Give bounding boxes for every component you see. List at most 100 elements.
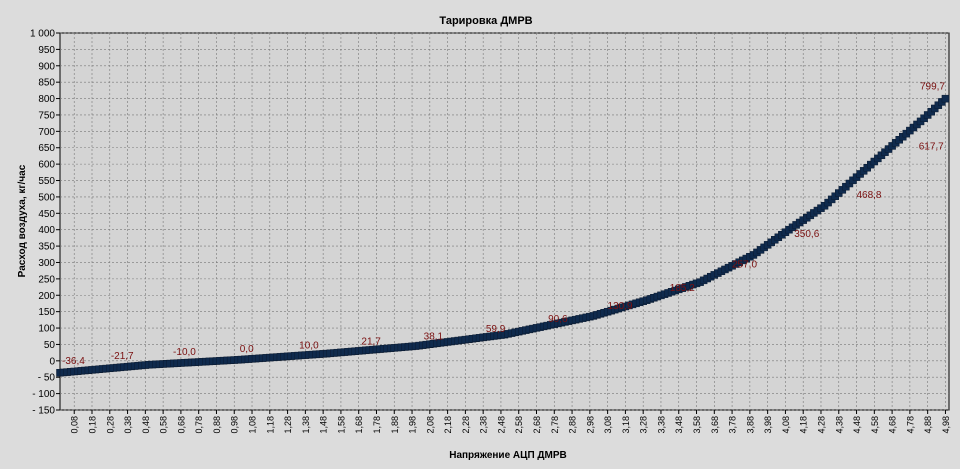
x-tick-label: 1,78 bbox=[372, 416, 382, 434]
y-tick-label: 1 000 bbox=[30, 29, 55, 40]
y-tick-label: 750 bbox=[38, 110, 55, 121]
x-tick-label: 0,58 bbox=[159, 416, 169, 434]
x-tick-label: 2,48 bbox=[496, 416, 506, 434]
x-tick-label: 0,48 bbox=[141, 416, 151, 434]
y-tick-label: 450 bbox=[38, 209, 55, 220]
x-tick-label: 2,18 bbox=[443, 416, 453, 434]
data-label: 90,6 bbox=[548, 314, 568, 325]
x-tick-label: 2,58 bbox=[514, 416, 524, 434]
y-tick-label: - 100 bbox=[32, 389, 55, 400]
y-tick-label: 250 bbox=[38, 274, 55, 285]
y-tick-label: 400 bbox=[38, 225, 55, 236]
data-point bbox=[941, 94, 950, 103]
x-tick-label: 2,88 bbox=[568, 416, 578, 434]
y-tick-label: 500 bbox=[38, 192, 55, 203]
x-tick-label: 0,98 bbox=[230, 416, 240, 434]
x-tick-label: 4,78 bbox=[905, 416, 915, 434]
x-tick-label: 3,58 bbox=[692, 416, 702, 434]
x-tick-label: 2,68 bbox=[532, 416, 542, 434]
x-tick-label: 0,28 bbox=[105, 416, 115, 434]
x-tick-label: 0,18 bbox=[88, 416, 98, 434]
data-label: 350,6 bbox=[794, 229, 819, 240]
data-label: -21,7 bbox=[111, 351, 134, 362]
x-tick-label: 2,78 bbox=[550, 416, 560, 434]
y-tick-label: 350 bbox=[38, 242, 55, 253]
chart-title: Тарировка ДМРВ bbox=[439, 15, 532, 27]
y-tick-label: 550 bbox=[38, 176, 55, 187]
x-tick-label: 0,68 bbox=[176, 416, 186, 434]
data-labels: -36,4 -21,7 -10,0 0,0 10,0 21,7 38,1 59,9 90,6 13… bbox=[62, 82, 945, 367]
data-label: -36,4 bbox=[62, 356, 85, 367]
data-label: 185,2 bbox=[670, 283, 695, 294]
y-tick-label: 950 bbox=[38, 45, 55, 56]
x-tick-label: 2,38 bbox=[479, 416, 489, 434]
x-axis-title: Напряжение АЦП ДМРВ bbox=[449, 450, 567, 461]
x-tick-label: 1,38 bbox=[301, 416, 311, 434]
data-label: 0,0 bbox=[240, 344, 254, 355]
x-tick-label: 0,78 bbox=[194, 416, 204, 434]
x-tick-label: 3,08 bbox=[603, 416, 613, 434]
x-tick-label: 3,68 bbox=[710, 416, 720, 434]
x-tick-label: 4,88 bbox=[923, 416, 933, 434]
x-tick-label: 0,08 bbox=[70, 416, 80, 434]
x-tick-label: 3,28 bbox=[639, 416, 649, 434]
data-label: 468,8 bbox=[856, 190, 881, 201]
x-tick-label: 1,88 bbox=[390, 416, 400, 434]
grid bbox=[60, 32, 949, 411]
data-label: 130,9 bbox=[608, 301, 633, 312]
y-axis-title: Расход воздуха, кг/час bbox=[17, 164, 28, 277]
y-tick-label: 50 bbox=[44, 340, 56, 351]
x-tick-label: 3,98 bbox=[763, 416, 773, 434]
x-tick-label: 4,28 bbox=[816, 416, 826, 434]
data-label: 21,7 bbox=[361, 337, 381, 348]
x-tick-label: 0,38 bbox=[123, 416, 133, 434]
data-label: -10,0 bbox=[173, 347, 196, 358]
x-tick-label: 3,48 bbox=[674, 416, 684, 434]
y-tick-label: 0 bbox=[49, 356, 55, 367]
y-tick-label: - 50 bbox=[38, 373, 56, 384]
y-tick-label: 100 bbox=[38, 324, 55, 335]
x-tick-label: 4,38 bbox=[834, 416, 844, 434]
x-tick-label: 4,58 bbox=[870, 416, 880, 434]
data-label: 617,7 bbox=[919, 141, 944, 152]
x-tick-label: 2,98 bbox=[585, 416, 595, 434]
x-tick-label: 4,48 bbox=[852, 416, 862, 434]
y-tick-label: 850 bbox=[38, 78, 55, 89]
x-tick-label: 1,48 bbox=[319, 416, 329, 434]
x-tick-label: 4,68 bbox=[888, 416, 898, 434]
y-tick-label: 600 bbox=[38, 160, 55, 171]
y-tick-label: 900 bbox=[38, 61, 55, 72]
x-tick-label: 3,88 bbox=[745, 416, 755, 434]
x-tick-label: 2,08 bbox=[425, 416, 435, 434]
x-tick-label: 0,88 bbox=[212, 416, 222, 434]
y-tick-label: 150 bbox=[38, 307, 55, 318]
x-tick-label: 1,18 bbox=[265, 416, 275, 434]
x-tick-label: 2,28 bbox=[461, 416, 471, 434]
y-tick-label: 300 bbox=[38, 258, 55, 269]
y-axis: - 150 - 100 - 50 0 50 100 150 200 250 300 350 400 45… bbox=[30, 29, 60, 417]
y-tick-label: 800 bbox=[38, 94, 55, 105]
x-tick-label: 4,18 bbox=[799, 416, 809, 434]
x-tick-label: 4,98 bbox=[941, 416, 951, 434]
y-tick-label: 650 bbox=[38, 143, 55, 154]
x-tick-label: 1,58 bbox=[336, 416, 346, 434]
x-tick-label: 3,38 bbox=[656, 416, 666, 434]
data-label: 257,0 bbox=[732, 260, 757, 271]
y-tick-label: 200 bbox=[38, 291, 55, 302]
x-axis: 0,08 0,18 0,28 0,38 0,48 0,58 0,68 0,78 0,88 0,98… bbox=[70, 410, 951, 434]
y-tick-label: - 150 bbox=[32, 406, 55, 417]
x-tick-label: 1,08 bbox=[248, 416, 258, 434]
x-tick-label: 3,18 bbox=[621, 416, 631, 434]
data-label: 10,0 bbox=[299, 341, 319, 352]
x-tick-label: 4,08 bbox=[781, 416, 791, 434]
x-tick-label: 3,78 bbox=[728, 416, 738, 434]
data-label: 799,7 bbox=[920, 82, 945, 93]
x-tick-label: 1,28 bbox=[283, 416, 293, 434]
data-label: 59,9 bbox=[486, 324, 506, 335]
x-tick-label: 1,98 bbox=[408, 416, 418, 434]
data-series bbox=[56, 94, 950, 377]
x-tick-label: 1,68 bbox=[354, 416, 364, 434]
data-label: 38,1 bbox=[424, 331, 444, 342]
